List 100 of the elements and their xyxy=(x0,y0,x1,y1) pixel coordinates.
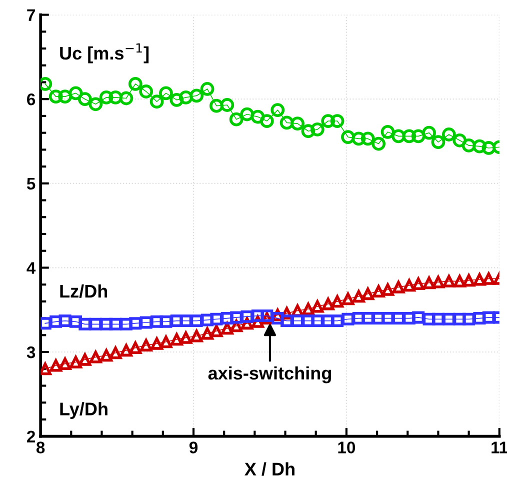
point xyxy=(472,139,486,154)
point xyxy=(462,138,476,152)
point xyxy=(201,314,214,326)
point xyxy=(432,312,444,326)
point xyxy=(462,274,476,287)
point xyxy=(230,311,243,324)
point xyxy=(260,114,274,128)
point xyxy=(128,76,142,91)
point xyxy=(402,129,416,144)
point xyxy=(442,312,456,326)
point xyxy=(372,136,386,151)
point xyxy=(100,349,113,362)
point xyxy=(69,315,82,328)
point xyxy=(432,276,444,288)
point xyxy=(360,132,375,146)
point xyxy=(310,122,324,136)
x-tick-label: 10 xyxy=(338,442,356,454)
y-tick-label: 6 xyxy=(27,93,36,106)
point xyxy=(50,359,62,372)
point xyxy=(462,312,476,326)
point xyxy=(412,277,425,290)
point xyxy=(190,88,204,103)
point xyxy=(352,132,366,146)
point xyxy=(342,312,354,326)
point xyxy=(411,129,426,144)
point xyxy=(220,312,234,325)
series-label: Ly/Dh xyxy=(60,402,108,419)
point xyxy=(311,300,324,313)
point xyxy=(442,274,456,288)
point xyxy=(150,315,164,328)
point xyxy=(210,98,224,113)
point xyxy=(392,129,406,144)
point xyxy=(159,86,173,100)
point xyxy=(412,311,425,324)
series-label: Uc [m.s$^{−1}$] xyxy=(60,43,149,64)
y-tick-label: 7 xyxy=(27,9,35,21)
point xyxy=(381,283,394,296)
point xyxy=(331,314,344,328)
point xyxy=(331,295,344,308)
point xyxy=(150,94,164,109)
point xyxy=(180,331,192,344)
x-axis-title: X / Dh xyxy=(244,462,294,476)
point xyxy=(431,135,446,150)
point xyxy=(100,318,113,330)
point xyxy=(280,116,294,130)
y-tick-label: 4 xyxy=(26,262,36,274)
y-tick-label: 3 xyxy=(26,346,36,358)
point xyxy=(453,312,466,326)
point xyxy=(48,90,63,104)
point xyxy=(69,356,82,368)
point xyxy=(119,91,134,106)
y-tick-label: 2 xyxy=(27,430,36,442)
point xyxy=(78,353,92,366)
point xyxy=(220,98,234,112)
point xyxy=(129,317,142,330)
point xyxy=(240,310,254,323)
point xyxy=(109,346,122,360)
point xyxy=(200,82,214,96)
point xyxy=(330,114,344,128)
point xyxy=(89,318,102,330)
point xyxy=(250,110,265,124)
point xyxy=(290,116,304,130)
point xyxy=(190,330,203,342)
point xyxy=(120,318,132,330)
point xyxy=(422,126,436,140)
point xyxy=(139,84,154,98)
point xyxy=(210,324,223,338)
annotation: axis-switching xyxy=(208,366,331,384)
point xyxy=(321,114,336,128)
point xyxy=(150,337,164,350)
point xyxy=(392,280,405,294)
point xyxy=(482,272,495,285)
point xyxy=(201,327,214,340)
point xyxy=(341,130,355,144)
point xyxy=(352,312,365,325)
point xyxy=(229,112,244,126)
y-tick-label: 5 xyxy=(26,178,36,190)
point xyxy=(160,315,172,328)
point xyxy=(301,124,316,138)
point xyxy=(78,318,92,330)
point xyxy=(78,92,92,106)
point xyxy=(108,90,122,104)
point xyxy=(473,273,486,286)
point xyxy=(68,86,83,100)
point xyxy=(240,107,254,122)
x-tick-label: 8 xyxy=(36,442,45,454)
point xyxy=(89,350,102,364)
point xyxy=(58,314,72,328)
point xyxy=(58,90,72,104)
point xyxy=(442,128,456,142)
point xyxy=(50,315,62,328)
point xyxy=(178,90,193,104)
point xyxy=(99,90,114,104)
point xyxy=(482,311,495,324)
point xyxy=(210,312,223,326)
point xyxy=(251,310,264,322)
point xyxy=(322,298,334,310)
point xyxy=(260,310,274,322)
point xyxy=(140,316,152,329)
point xyxy=(170,92,184,107)
